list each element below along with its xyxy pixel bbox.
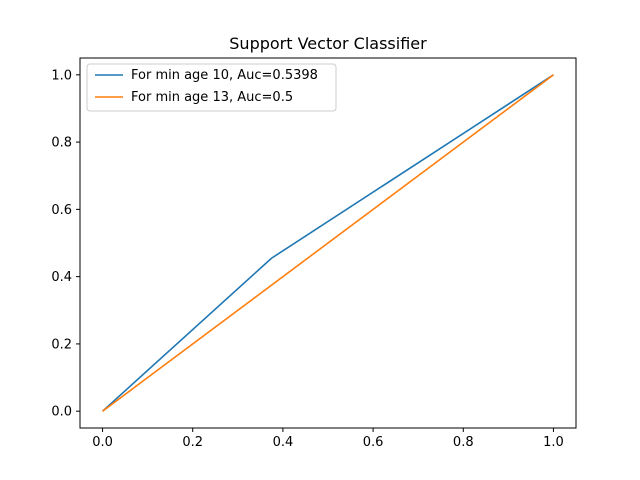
legend-label-series-2: For min age 13, Auc=0.5 <box>131 90 293 105</box>
x-tick-label: 0.2 <box>182 435 203 450</box>
x-tick-label: 0.4 <box>273 435 294 450</box>
x-tick-label: 0.6 <box>363 435 384 450</box>
y-tick-label: 0.4 <box>51 270 72 285</box>
chart-title: Support Vector Classifier <box>229 34 427 53</box>
legend: For min age 10, Auc=0.5398 For min age 1… <box>86 63 337 112</box>
y-tick-label: 1.0 <box>51 68 72 83</box>
plot-frame <box>79 57 577 429</box>
y-tick-label: 0.2 <box>51 337 72 352</box>
y-axis-ticks: 0.0 0.2 0.4 0.6 0.8 1.0 <box>51 68 80 420</box>
y-tick-label: 0.6 <box>51 203 72 218</box>
x-tick-label: 0.0 <box>92 435 113 450</box>
series-layer <box>102 74 554 412</box>
series-line-2 <box>102 74 554 412</box>
x-tick-label: 0.8 <box>453 435 474 450</box>
legend-box <box>86 63 337 112</box>
x-axis-ticks: 0.0 0.2 0.4 0.6 0.8 1.0 <box>92 428 564 450</box>
series-line-1 <box>102 74 554 412</box>
x-tick-label: 1.0 <box>543 435 564 450</box>
legend-label-series-1: For min age 10, Auc=0.5398 <box>131 68 318 83</box>
y-tick-label: 0.0 <box>51 405 72 420</box>
y-tick-label: 0.8 <box>51 136 72 151</box>
